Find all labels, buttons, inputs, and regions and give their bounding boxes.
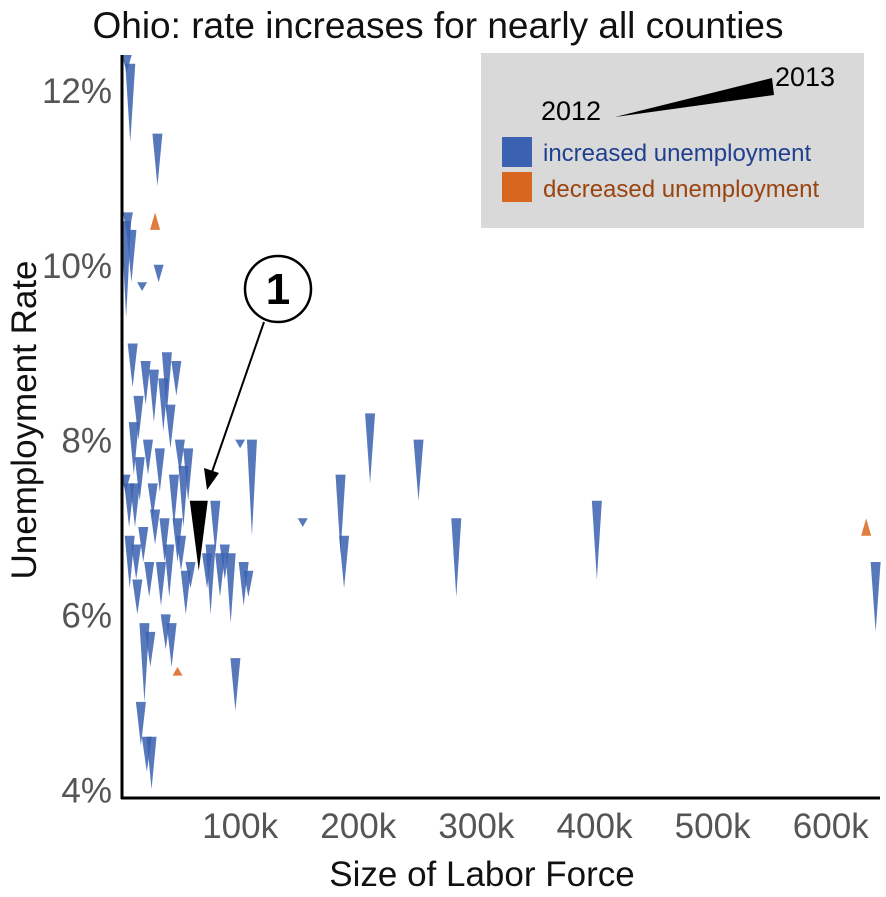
wedge-increased (132, 579, 143, 615)
wedge-increased (140, 360, 151, 405)
wedge-increased (243, 570, 254, 597)
wedge-increased (215, 553, 226, 597)
wedge-increased (413, 439, 424, 501)
wedge-increased (153, 264, 164, 283)
x-tick-label: 500k (675, 807, 751, 846)
wedge-increased (166, 623, 177, 667)
wedge-decreased (861, 518, 872, 536)
data-marks (120, 55, 881, 790)
wedge-increased (137, 282, 148, 292)
legend-year-start: 2012 (541, 96, 601, 126)
wedge-increased (159, 518, 170, 562)
legend-swatch-increased (502, 137, 532, 167)
wedge-increased (205, 544, 216, 615)
annotation-arrowhead (204, 468, 219, 490)
wedge-increased (128, 422, 139, 475)
x-axis-label: Size of Labor Force (329, 855, 634, 894)
x-axis-ticks: 100k 200k 300k 400k 500k 600k (202, 807, 869, 846)
wedge-increased (148, 369, 159, 423)
wedge-increased (152, 133, 163, 187)
annotation-highlight-wedge (189, 500, 208, 571)
wedge-increased (210, 500, 221, 554)
wedge-increased (339, 535, 350, 589)
wedge-increased (131, 544, 142, 580)
wedge-increased (178, 465, 189, 528)
legend-example-wedge (615, 78, 774, 117)
wedge-increased (127, 343, 138, 388)
wedge-increased (870, 561, 881, 632)
wedge-increased (591, 500, 602, 580)
y-tick-label: 10% (42, 247, 112, 286)
legend-year-end: 2013 (775, 62, 835, 92)
y-tick-label: 4% (61, 771, 112, 810)
wedge-increased (225, 553, 236, 624)
wedge-increased (164, 544, 175, 597)
wedge-increased (125, 63, 136, 143)
wedge-increased (135, 701, 146, 746)
wedge-increased (365, 413, 376, 484)
chart-title: Ohio: rate increases for nearly all coun… (92, 5, 783, 46)
wedge-increased (174, 439, 185, 475)
wedge-increased (185, 561, 196, 589)
x-tick-label: 400k (557, 807, 633, 846)
wedge-increased (145, 631, 156, 667)
x-tick-label: 300k (438, 807, 514, 846)
y-tick-label: 12% (42, 72, 112, 111)
legend-box (481, 53, 864, 228)
wedge-increased (176, 535, 187, 571)
wedge-increased (129, 483, 140, 528)
wedge-increased (142, 439, 153, 475)
wedge-decreased (172, 666, 183, 676)
wedge-increased (134, 457, 145, 501)
wedge-increased (138, 527, 149, 562)
wedge-increased (150, 509, 161, 545)
y-tick-label: 8% (61, 422, 112, 461)
annotation-1: 1 (189, 254, 313, 571)
x-tick-label: 100k (202, 807, 278, 846)
wedge-increased (451, 518, 462, 597)
wedge-increased (154, 448, 165, 493)
x-tick-label: 200k (320, 807, 396, 846)
wedge-increased (165, 404, 176, 449)
annotation-label: 1 (266, 265, 290, 314)
wedge-increased (297, 518, 308, 528)
legend-label-decreased: decreased unemployment (543, 176, 819, 203)
legend-label-increased: increased unemployment (543, 140, 811, 167)
wedge-increased (168, 474, 179, 528)
wedge-increased (246, 439, 257, 536)
wedge-increased (180, 570, 191, 615)
legend: 2012 2013 increased unemployment decreas… (481, 53, 864, 228)
wedge-increased (144, 561, 155, 597)
wedge-increased (147, 483, 158, 519)
wedge-increased (126, 229, 137, 283)
x-tick-label: 600k (793, 807, 869, 846)
wedge-increased (146, 736, 157, 790)
legend-swatch-decreased (502, 172, 532, 202)
wedge-increased (335, 474, 346, 554)
wedge-increased (133, 395, 144, 440)
y-tick-label: 6% (61, 596, 112, 635)
annotation-arrow-line (211, 321, 265, 473)
y-axis-ticks: 4% 6% 8% 10% 12% (42, 72, 112, 810)
wedge-decreased (150, 212, 161, 230)
y-axis-label: Unemployment Rate (5, 260, 44, 579)
wedge-increased (235, 439, 246, 449)
annotation-circle (243, 254, 313, 324)
wedge-increased (161, 352, 172, 414)
wedge-increased (155, 561, 166, 606)
wedge-increased (183, 448, 194, 501)
wedge-increased (230, 658, 241, 711)
wedge-increased (171, 360, 182, 396)
